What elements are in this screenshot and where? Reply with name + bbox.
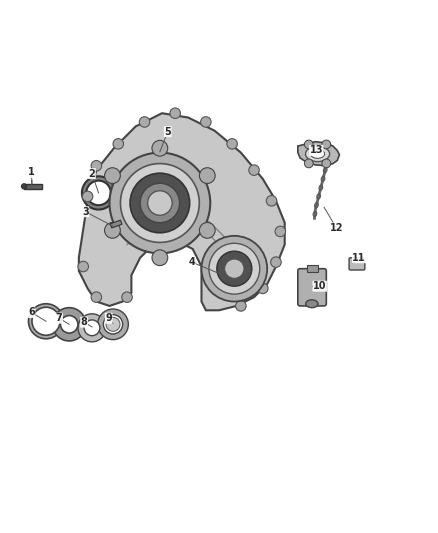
Text: 5: 5 [164,127,171,136]
Circle shape [28,304,64,339]
Circle shape [258,283,268,294]
Circle shape [169,207,191,229]
Circle shape [110,152,210,253]
Circle shape [122,292,132,302]
Circle shape [86,181,111,205]
Polygon shape [79,113,285,310]
Circle shape [266,196,277,206]
Circle shape [21,184,27,189]
Text: 9: 9 [105,313,112,323]
Circle shape [271,257,281,268]
Circle shape [106,317,120,332]
Circle shape [175,214,184,223]
Circle shape [91,160,102,171]
Circle shape [140,183,180,223]
Text: 1: 1 [28,166,35,183]
Circle shape [120,164,199,243]
Circle shape [209,243,260,294]
Circle shape [78,261,88,272]
Circle shape [103,314,123,334]
Circle shape [139,117,150,127]
Circle shape [98,309,128,340]
Bar [24,184,42,189]
Bar [307,265,318,272]
Text: 4: 4 [188,257,195,267]
Ellipse shape [311,150,325,158]
Circle shape [304,140,313,149]
Circle shape [60,316,78,333]
Circle shape [32,307,60,335]
FancyBboxPatch shape [298,269,326,306]
Circle shape [82,191,93,201]
Text: 12: 12 [330,223,343,233]
Circle shape [84,320,100,336]
Circle shape [105,222,120,238]
Text: 7: 7 [56,313,63,323]
Text: 2: 2 [88,168,95,179]
Text: 3: 3 [82,207,89,217]
Circle shape [322,140,331,149]
Circle shape [275,226,286,237]
Circle shape [148,191,172,215]
Circle shape [217,251,252,286]
Circle shape [199,222,215,238]
Circle shape [82,176,115,209]
Circle shape [152,250,168,265]
Text: 11: 11 [353,253,366,263]
Circle shape [227,139,237,149]
Circle shape [225,259,244,278]
Circle shape [199,168,215,183]
Text: 6: 6 [28,308,35,318]
Text: 1: 1 [28,167,35,177]
Circle shape [113,139,124,149]
Circle shape [236,301,246,311]
Polygon shape [298,142,339,166]
Circle shape [170,108,180,118]
Circle shape [78,314,106,342]
Ellipse shape [305,146,330,161]
Text: 10: 10 [313,281,326,291]
Text: 13: 13 [310,146,323,156]
Circle shape [152,140,168,156]
Circle shape [201,236,267,302]
Circle shape [53,308,86,341]
Bar [110,220,122,228]
Circle shape [201,117,211,127]
Ellipse shape [306,300,318,308]
Circle shape [105,168,120,183]
Circle shape [304,159,313,168]
FancyBboxPatch shape [349,258,365,270]
Circle shape [322,159,331,168]
Circle shape [91,292,102,302]
Circle shape [130,173,190,233]
Circle shape [249,165,259,175]
Text: 8: 8 [81,317,88,327]
